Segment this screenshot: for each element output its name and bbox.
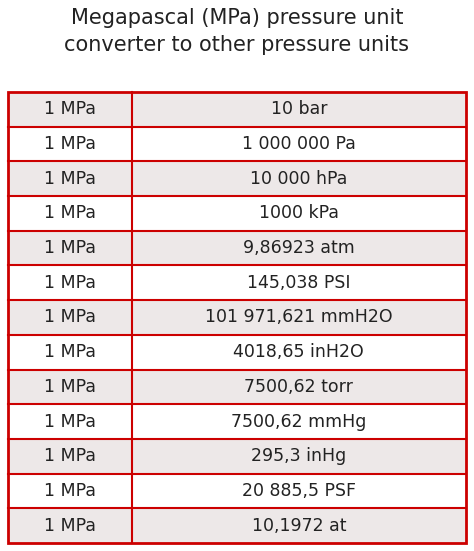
Text: 1 MPa: 1 MPa (44, 482, 96, 500)
Text: 10,1972 at: 10,1972 at (252, 517, 346, 534)
Text: 1 MPa: 1 MPa (44, 239, 96, 257)
Bar (8, 300, 466, 335)
Text: 1 MPa: 1 MPa (44, 100, 96, 118)
Text: 10 bar: 10 bar (271, 100, 327, 118)
Bar (8, 404, 466, 439)
Bar (8, 196, 466, 231)
Bar (8, 231, 466, 266)
Text: 9,86923 atm: 9,86923 atm (243, 239, 355, 257)
Bar (8, 127, 466, 161)
Bar (8, 439, 466, 474)
Text: 1000 kPa: 1000 kPa (259, 204, 339, 223)
Bar (8, 92, 466, 543)
Text: Megapascal (MPa) pressure unit
converter to other pressure units: Megapascal (MPa) pressure unit converter… (64, 8, 410, 55)
Text: 10 000 hPa: 10 000 hPa (250, 170, 347, 188)
Text: 1 MPa: 1 MPa (44, 413, 96, 430)
Text: 7500,62 torr: 7500,62 torr (245, 378, 353, 396)
Text: 1 MPa: 1 MPa (44, 274, 96, 292)
Bar (8, 92, 466, 127)
Text: 1 MPa: 1 MPa (44, 343, 96, 361)
Bar (8, 474, 466, 509)
Text: 1 000 000 Pa: 1 000 000 Pa (242, 135, 356, 153)
Text: 1 MPa: 1 MPa (44, 204, 96, 223)
Text: 20 885,5 PSF: 20 885,5 PSF (242, 482, 356, 500)
Text: 1 MPa: 1 MPa (44, 309, 96, 327)
Bar (8, 335, 466, 370)
Text: 145,038 PSI: 145,038 PSI (247, 274, 351, 292)
Text: 101 971,621 mmH2O: 101 971,621 mmH2O (205, 309, 392, 327)
Text: 1 MPa: 1 MPa (44, 135, 96, 153)
Text: 7500,62 mmHg: 7500,62 mmHg (231, 413, 366, 430)
Bar (8, 161, 466, 196)
Text: 4018,65 inH2O: 4018,65 inH2O (234, 343, 364, 361)
Bar (8, 509, 466, 543)
Text: 295,3 inHg: 295,3 inHg (251, 447, 346, 465)
Text: 1 MPa: 1 MPa (44, 378, 96, 396)
Text: 1 MPa: 1 MPa (44, 447, 96, 465)
Text: 1 MPa: 1 MPa (44, 517, 96, 534)
Bar (8, 370, 466, 404)
Bar (8, 266, 466, 300)
Text: 1 MPa: 1 MPa (44, 170, 96, 188)
